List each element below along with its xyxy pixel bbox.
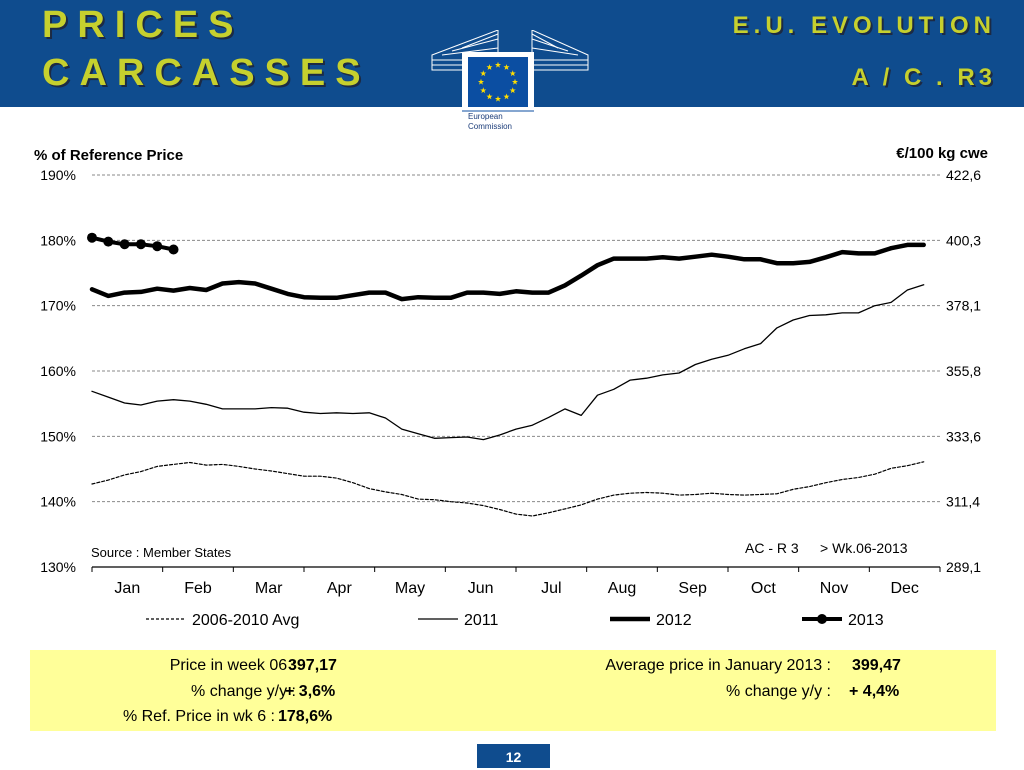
x-tick-label: Jan	[114, 580, 140, 597]
x-tick-label: May	[395, 580, 425, 597]
x-tick-label: Jun	[468, 580, 494, 597]
y-tick-label-left: 130%	[40, 559, 76, 575]
logo-caption-line-1: European	[468, 112, 503, 121]
y-tick-label-left: 190%	[40, 167, 76, 183]
series-line-2012	[89, 242, 926, 302]
price-week-label: Price in week 06 :	[169, 657, 296, 674]
y-tick-label-right: 333,6	[946, 428, 981, 444]
data-point-2013	[87, 232, 97, 243]
eu-star	[494, 61, 502, 68]
subtitle-line-2: A / C . R3	[851, 64, 996, 91]
subtitle-line-1: E.U. EVOLUTION	[732, 12, 996, 39]
data-point-2013	[135, 239, 146, 250]
price-week-value: 397,17	[288, 657, 337, 674]
eu-star	[509, 70, 516, 77]
y-tick-label-right: 378,1	[946, 298, 981, 314]
annotation-series-code: AC - R 3	[745, 540, 799, 556]
y-tick-label-left: 140%	[40, 494, 76, 510]
ref-price-value: 178,6%	[278, 708, 333, 725]
eu-star	[480, 87, 487, 94]
eu-stars-icon	[477, 61, 519, 102]
x-tick-label: Dec	[890, 580, 918, 597]
y-axis-label-right: €/100 kg cwe	[896, 145, 988, 162]
logo-caption-line-2: Commission	[468, 122, 513, 131]
x-tick-label: Mar	[255, 580, 283, 597]
legend-label-2012: 2012	[656, 612, 692, 629]
y-tick-label-right: 400,3	[946, 232, 981, 248]
ref-price-label: % Ref. Price in wk 6 :	[122, 708, 275, 725]
source-note: Source : Member States	[91, 545, 232, 560]
x-tick-label: Jul	[541, 580, 561, 597]
eu-star	[480, 70, 487, 77]
legend-label-2006-2010-avg: 2006-2010 Avg	[192, 612, 299, 629]
series-line-2006-2010-avg	[91, 461, 925, 517]
title-line-2: CARCASSES	[42, 52, 371, 94]
eu-star	[509, 87, 516, 94]
y-tick-label-left: 160%	[40, 363, 76, 379]
eu-star	[503, 93, 510, 100]
change-yy-value-right: + 4,4%	[849, 683, 900, 700]
title-line-1: PRICES	[42, 4, 244, 46]
change-yy-label-right: % change y/y :	[726, 683, 831, 700]
eu-star	[486, 93, 493, 100]
eu-star	[494, 95, 502, 102]
y-tick-label-left: 180%	[40, 232, 76, 248]
legend-label-2013: 2013	[848, 612, 884, 629]
x-tick-label: Apr	[327, 580, 353, 597]
y-tick-label-right: 422,6	[946, 167, 981, 183]
eu-star	[511, 78, 519, 85]
x-tick-label: Oct	[751, 580, 776, 597]
data-point-2013	[119, 239, 130, 250]
logo-caption: European Commission	[468, 112, 512, 132]
eu-star	[477, 78, 485, 85]
data-point-2013	[168, 244, 179, 255]
data-point-2013	[103, 236, 114, 247]
avg-price-value: 399,47	[852, 657, 901, 674]
annotation-week: > Wk.06-2013	[820, 540, 908, 556]
series-line-2011	[91, 284, 925, 441]
x-tick-label: Feb	[184, 580, 212, 597]
eu-star	[503, 64, 510, 70]
page-number: 12	[477, 744, 550, 768]
legend-label-2011: 2011	[464, 612, 499, 629]
legend-marker	[817, 614, 827, 624]
price-chart: % of Reference Price €/100 kg cwe 190% 42…	[34, 145, 988, 629]
change-yy-value-left: + 3,6%	[285, 683, 336, 700]
y-tick-label-left: 150%	[40, 428, 76, 444]
y-axis-label-left: % of Reference Price	[34, 147, 183, 164]
x-tick-label: Nov	[820, 580, 848, 597]
y-tick-label-right: 355,8	[946, 363, 981, 379]
change-yy-label-left: % change y/y :	[191, 683, 296, 700]
y-tick-label-right: 311,4	[946, 494, 980, 510]
summary-box: Price in week 06 : 397,17 % change y/y :…	[30, 650, 996, 731]
avg-price-label: Average price in January 2013 :	[605, 657, 831, 674]
eu-star	[486, 64, 493, 70]
y-tick-label-right: 289,1	[946, 559, 981, 575]
x-tick-label: Sep	[678, 580, 707, 597]
data-point-2013	[152, 241, 163, 252]
x-tick-label: Aug	[608, 580, 636, 597]
y-tick-label-left: 170%	[40, 298, 76, 314]
european-commission-logo	[431, 30, 589, 142]
